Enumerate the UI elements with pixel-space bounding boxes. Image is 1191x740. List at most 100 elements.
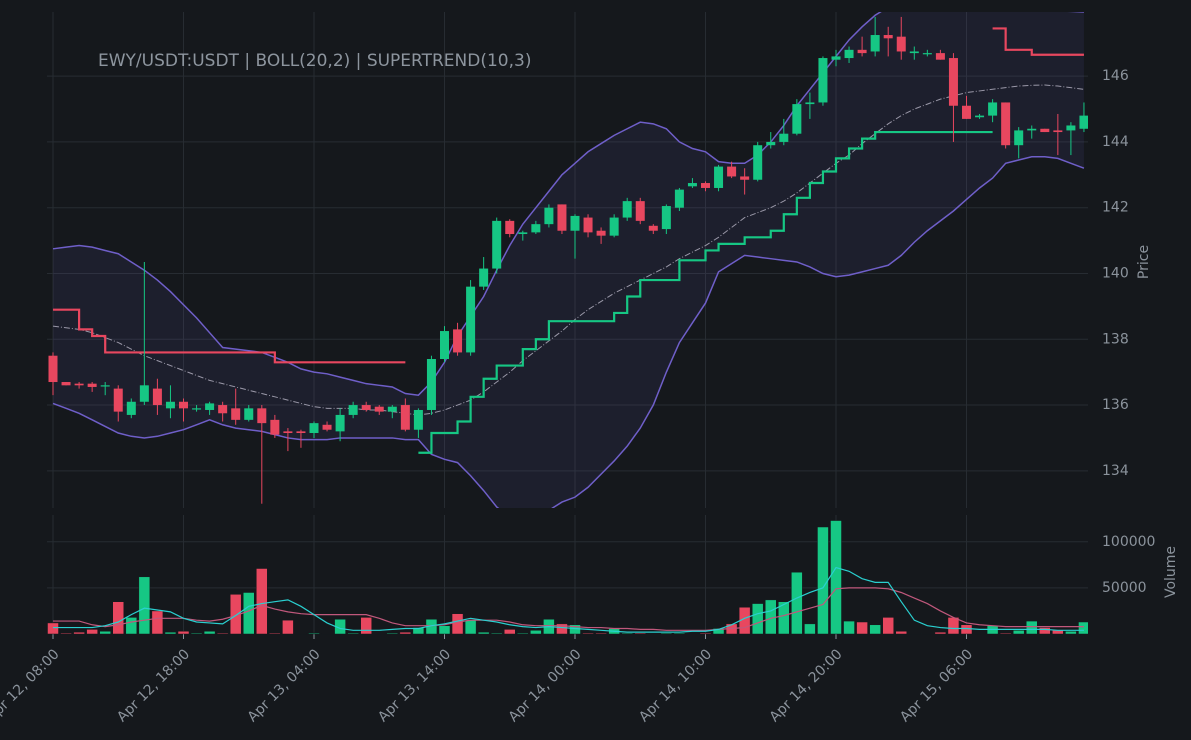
candle-body: [48, 355, 58, 383]
volume-bar: [282, 619, 294, 635]
volume-bar: [999, 632, 1012, 635]
candle-body: [440, 331, 449, 360]
supertrend-up: [418, 130, 993, 454]
candle-body: [100, 385, 110, 387]
candle-body: [1040, 128, 1050, 133]
volume-bar: [1039, 627, 1051, 635]
candle-body: [152, 388, 162, 406]
candle-body: [674, 189, 684, 208]
volume-bar: [817, 526, 829, 635]
volume-bar: [399, 631, 412, 635]
volume-bar: [960, 624, 973, 635]
candle-body: [544, 207, 554, 225]
candle-body: [179, 401, 188, 409]
volume-bar: [451, 613, 464, 635]
candle-body: [348, 405, 358, 415]
candle-body: [466, 286, 476, 353]
candle-body: [753, 145, 763, 180]
volume-bar: [86, 629, 98, 635]
candle-body: [962, 105, 971, 119]
volume-bar: [1078, 621, 1088, 635]
candle-body: [165, 401, 175, 409]
candle-body: [309, 423, 319, 434]
candle-body: [687, 183, 697, 187]
candle-body: [831, 56, 841, 60]
candle-body: [701, 183, 710, 188]
volume-bar: [634, 632, 646, 635]
volume-bar: [869, 624, 881, 635]
candle-body: [296, 431, 306, 434]
candle-body: [557, 204, 567, 231]
bollinger-band: [53, 12, 1084, 508]
candle-body: [779, 133, 789, 142]
candle-body: [857, 49, 867, 54]
volume-bar: [712, 628, 725, 635]
y-tick-label: 134: [1102, 463, 1129, 479]
y-tick-label: 138: [1102, 331, 1129, 347]
candle-body: [648, 225, 658, 231]
candle-body: [518, 232, 528, 235]
y-axis-label: Price: [1136, 245, 1152, 279]
candle-body: [740, 176, 750, 180]
candle-body: [426, 359, 436, 410]
candle-body: [883, 35, 893, 39]
volume-axis-label: Volume: [1163, 546, 1179, 598]
volume-bar: [203, 630, 216, 635]
volume-bar: [60, 632, 72, 635]
volume-bar: [438, 625, 451, 635]
volume-bar: [216, 632, 229, 635]
volume-bar: [660, 632, 673, 635]
volume-bar: [595, 632, 607, 635]
candle-body: [818, 58, 828, 103]
candle-body: [727, 166, 737, 177]
volume-bar: [269, 632, 281, 635]
volume-bar: [164, 631, 177, 635]
volume-bar: [125, 617, 138, 635]
candle-body: [74, 383, 84, 386]
volume-bar: [73, 631, 85, 635]
volume-ma-fast: [53, 566, 1084, 633]
candle-body: [609, 217, 619, 236]
volume-bar: [895, 630, 907, 635]
candle-body: [844, 49, 854, 59]
candle-body: [766, 141, 776, 146]
volume-bar: [843, 620, 855, 635]
candle-body: [909, 51, 919, 54]
candle-body: [192, 408, 202, 410]
candle-body: [205, 403, 215, 410]
volume-bar: [256, 568, 268, 635]
bollinger-upper: [52, 12, 1084, 396]
supertrend-down: [53, 27, 1084, 364]
volume-bar: [751, 603, 764, 635]
candle-body: [231, 408, 241, 420]
candle-body: [257, 408, 267, 424]
candle-body: [661, 206, 671, 230]
candle-body: [988, 102, 998, 116]
volume-bar: [582, 632, 594, 635]
volume-bar: [477, 631, 490, 635]
volume-bar: [138, 576, 151, 635]
volume-bar: [308, 632, 320, 635]
candle-body: [126, 401, 136, 415]
candle-body: [492, 220, 502, 269]
price-panel: [48, 12, 1088, 508]
volume-bar: [360, 617, 372, 635]
volume-bar: [517, 632, 529, 635]
volume-bar: [412, 627, 425, 635]
candle-body: [413, 409, 423, 430]
y-tick-label: 146: [1102, 68, 1129, 84]
y-tick-label: 136: [1102, 397, 1129, 413]
candle-body: [270, 419, 280, 435]
candle-body: [948, 58, 958, 106]
volume-bar: [504, 629, 516, 635]
volume-bar: [151, 610, 164, 635]
volume-bar: [177, 630, 190, 635]
volume-ma-slow: [53, 587, 1084, 631]
candle-body: [87, 383, 97, 387]
volume-bar: [556, 623, 568, 635]
candle-body: [1027, 128, 1037, 131]
volume-bar: [791, 571, 803, 635]
volume-bar: [804, 623, 816, 635]
